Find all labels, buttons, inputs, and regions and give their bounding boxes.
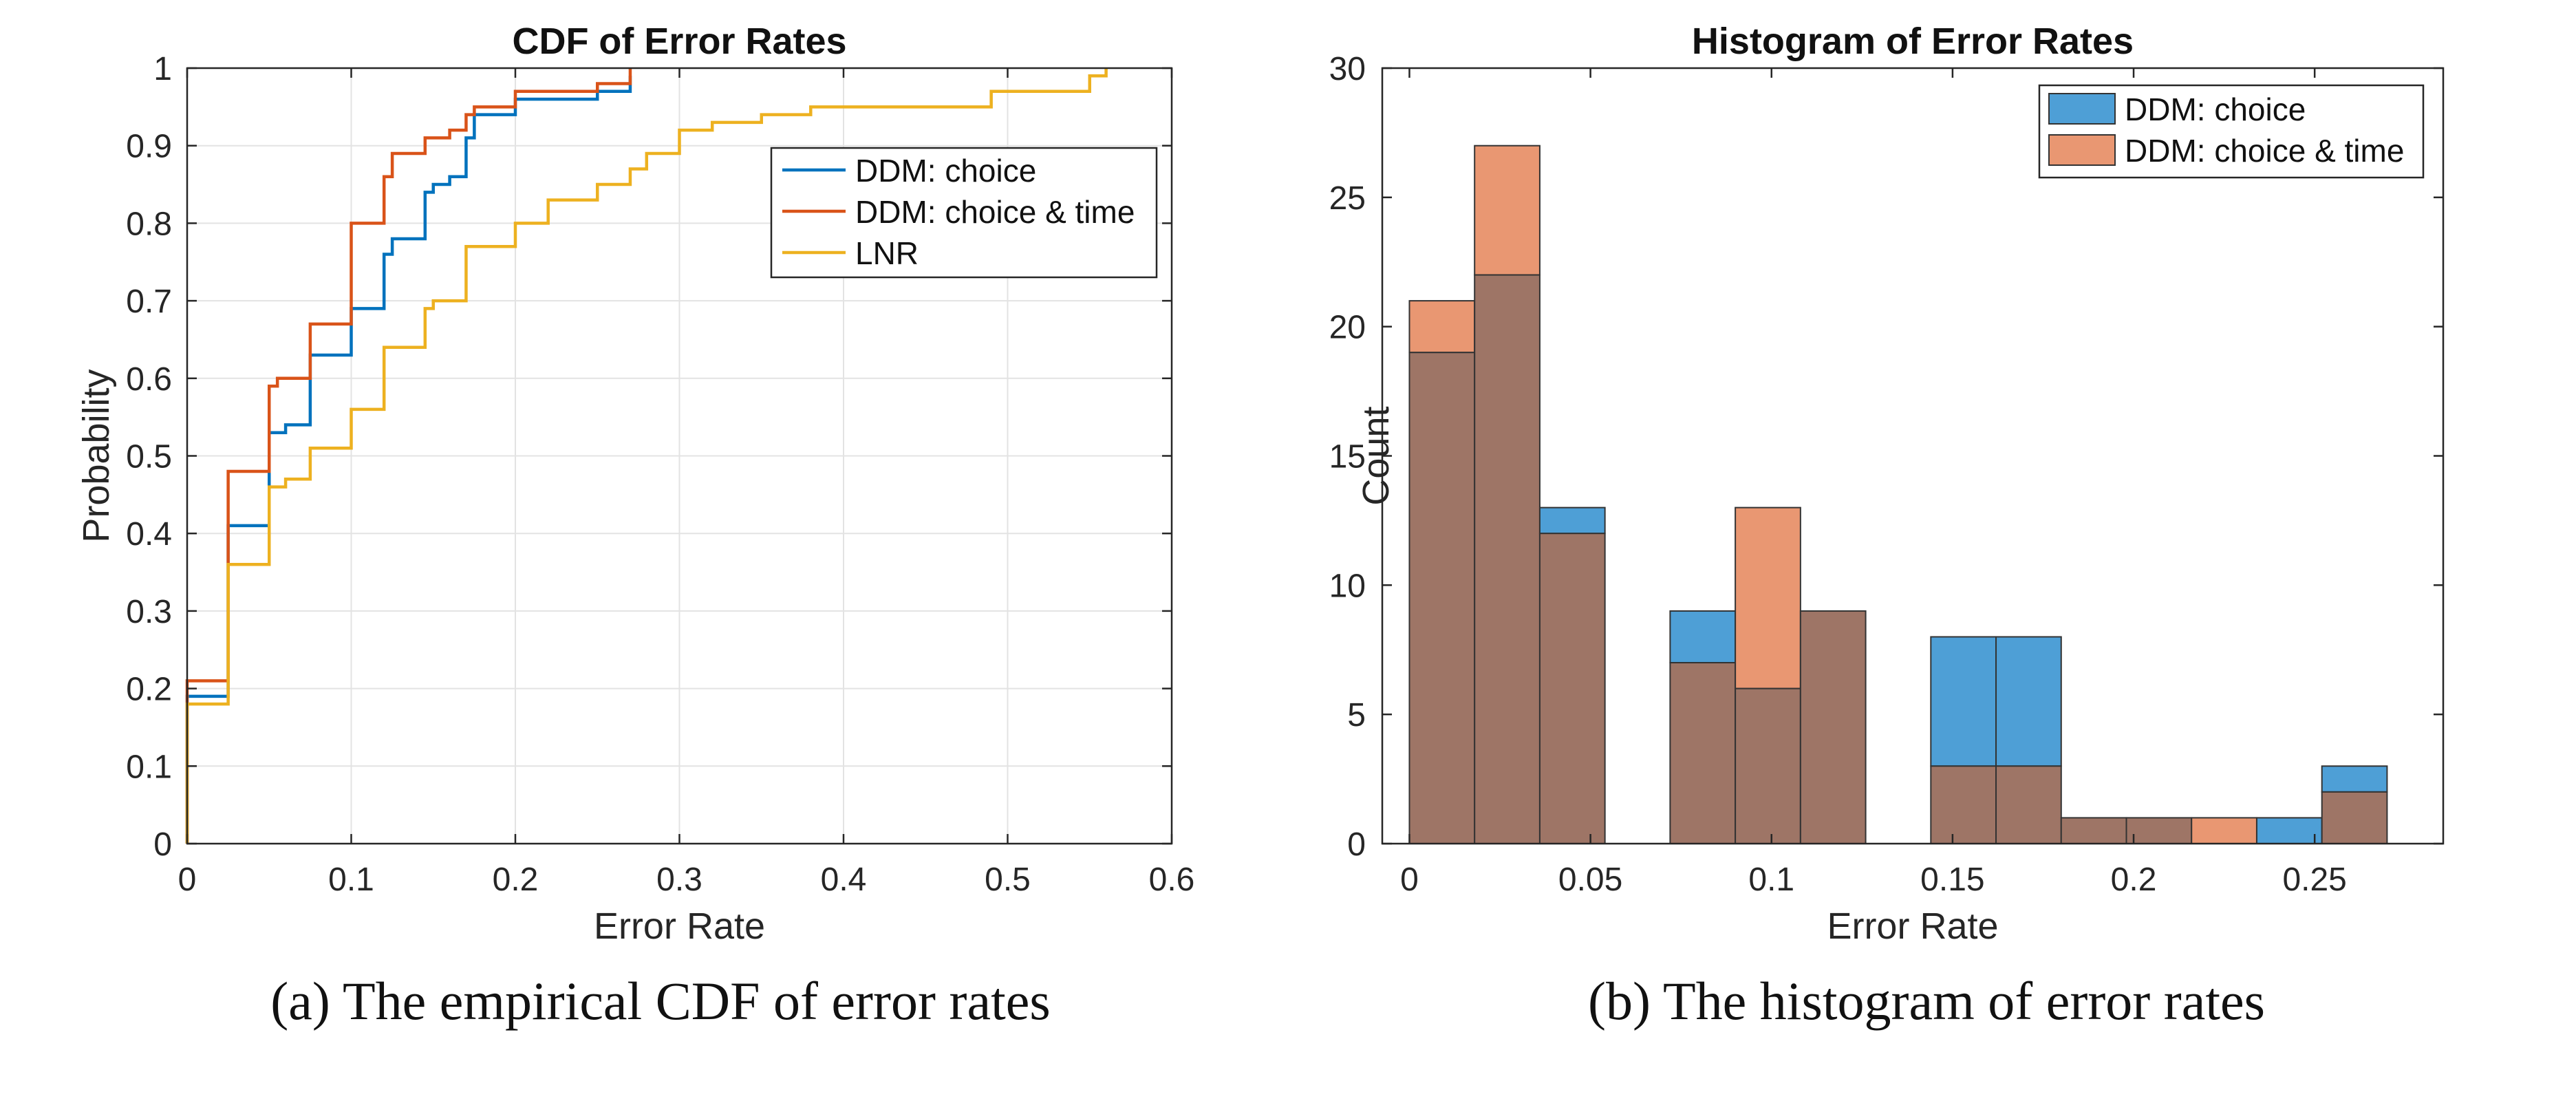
y-tick-label: 20 [1329,310,1366,346]
y-tick-label: 25 [1329,180,1366,217]
cdf-series-line [185,76,632,844]
histogram-bar-overlap [1930,765,1997,845]
cdf-chart: 0 0.1 0.2 0.3 0.4 0.5 0.6 0 0.1 0.2 0.3 0.4 0.5 0.6 0.… [76,21,1195,947]
legend: DDM: choice DDM: choice & time [2038,84,2425,179]
cdf-series-line [185,68,1108,844]
y-tick-label: 0.4 [126,516,172,553]
histogram-bar-excess [1995,636,2062,767]
histogram-chart: 0 0.05 0.1 0.15 0.2 0.25 0 5 10 15 20 25 30 Histogram… [1329,21,2445,947]
histogram-bar-excess [1930,636,1997,767]
y-tick-label: 0.6 [126,361,172,398]
y-tick-label: 30 [1329,51,1366,87]
histogram-bar-overlap [1995,765,2062,845]
chart-title: CDF of Error Rates [512,21,846,62]
x-axis-label: Error Rate [1827,906,1998,947]
x-tick-label: 0.1 [1748,862,1794,898]
histogram-bar-overlap [1538,533,1606,844]
legend-label: DDM: choice [2125,92,2306,127]
x-tick-label: 0.05 [1558,862,1622,898]
y-axis-label: Count [1355,406,1397,505]
x-tick-label: 0.6 [1149,862,1195,898]
x-tick-label: 0.3 [656,862,702,898]
caption-cdf: (a) The empirical CDF of error rates [270,971,1051,1031]
histogram-bar-excess [1408,300,1476,354]
y-tick-label: 0.8 [126,206,172,242]
histogram-bar-overlap [2321,791,2388,845]
x-tick-label: 0.2 [2111,862,2157,898]
y-tick-label: 0 [1347,826,1366,863]
y-tick-label: 0.3 [126,594,172,630]
histogram-bar-overlap [1474,274,1541,844]
x-axis-label: Error Rate [594,906,765,947]
histogram-bar-excess [1669,610,1737,664]
legend-swatch [2048,93,2116,125]
chart-title: Histogram of Error Rates [1692,21,2134,62]
cdf-series-line [185,68,632,844]
y-tick-label: 0.1 [126,749,172,785]
x-tick-label: 0 [1400,862,1419,898]
histogram-bar-overlap [1669,662,1737,844]
x-tick-label: 0.25 [2282,862,2346,898]
y-tick-label: 0.9 [126,129,172,165]
y-tick-label: 1 [153,51,172,87]
histogram-bar-overlap [1735,687,1801,844]
y-tick-label: 0.7 [126,284,172,320]
caption-histogram: (b) The histogram of error rates [1587,971,2266,1031]
histogram-bar-excess [1474,145,1541,276]
x-tick-label: 0.1 [328,862,374,898]
histogram-bar-excess [2321,765,2388,793]
legend: DDM: choice DDM: choice & time LNR [770,147,1158,279]
histogram-bar-overlap [1799,610,1867,845]
histogram-bar-excess [2191,817,2257,845]
histogram-bar-excess [2255,817,2323,845]
legend-label: DDM: choice & time [2125,133,2404,169]
x-tick-label: 0.4 [821,862,867,898]
legend-label: LNR [855,235,919,271]
histogram-bar-overlap [2125,817,2193,845]
histogram-bar-excess [1735,506,1801,690]
histogram-bar-excess [1538,506,1606,535]
histogram-bar-overlap [2060,817,2127,845]
y-tick-label: 0 [153,826,172,863]
y-tick-label: 0.5 [126,439,172,475]
x-tick-label: 0.5 [985,862,1031,898]
y-tick-label: 15 [1329,439,1366,475]
x-tick-label: 0.15 [1920,862,1984,898]
x-tick-label: 0.2 [493,862,539,898]
x-tick-label: 0 [178,862,197,898]
histogram-bar-overlap [1408,352,1476,844]
legend-label: DDM: choice [855,153,1036,189]
y-tick-label: 5 [1347,697,1366,734]
legend-label: DDM: choice & time [855,194,1135,230]
y-axis-label: Probability [76,369,117,542]
y-tick-label: 10 [1329,568,1366,604]
legend-swatch [2048,134,2116,166]
y-tick-label: 0.2 [126,672,172,708]
